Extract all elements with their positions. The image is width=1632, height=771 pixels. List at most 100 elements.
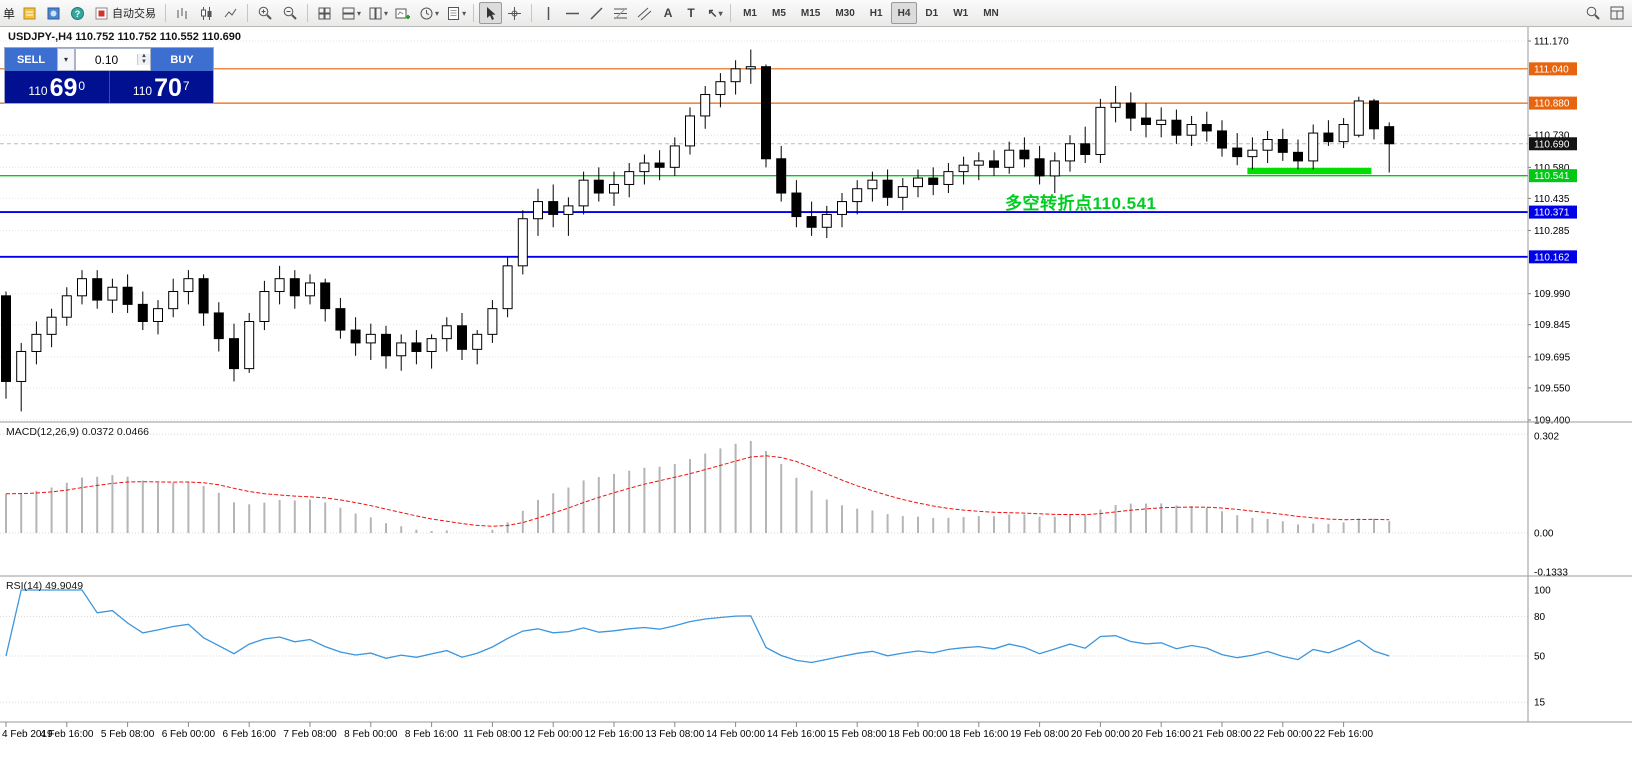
rsi-panel[interactable]: 100 80 50 15 [0, 586, 1551, 709]
lot-spinner[interactable]: ▲ ▼ [137, 53, 150, 65]
timeframe-m15-button[interactable]: M15 [800, 7, 821, 19]
bid-pips: 69 [49, 74, 78, 102]
svg-text:21 Feb 08:00: 21 Feb 08:00 [1193, 729, 1252, 740]
ask-point: 7 [182, 79, 190, 93]
ask-price[interactable]: 110 70 7 [110, 71, 214, 103]
templates-dropdown[interactable]: ▾ [442, 2, 468, 24]
svg-text:6 Feb 16:00: 6 Feb 16:00 [223, 729, 277, 740]
svg-text:0.302: 0.302 [1534, 432, 1559, 443]
timeframe-m1-button[interactable]: M1 [743, 7, 757, 19]
trendline-icon[interactable] [585, 2, 608, 24]
toolbar-separator [247, 4, 249, 22]
channel-icon[interactable] [633, 2, 656, 24]
timeframe-m30-button[interactable]: M30 [835, 7, 855, 19]
svg-text:5 Feb 08:00: 5 Feb 08:00 [101, 729, 155, 740]
svg-text:18 Feb 00:00: 18 Feb 00:00 [889, 729, 948, 740]
svg-text:13 Feb 08:00: 13 Feb 08:00 [645, 729, 704, 740]
macd-panel[interactable]: 0.302 0.00 -0.1333 [0, 432, 1568, 579]
support-highlight-bar[interactable] [1247, 167, 1372, 175]
crosshair-icon[interactable] [503, 2, 526, 24]
macd-label: MACD(12,26,9) 0.0372 0.0466 [6, 426, 150, 438]
new-chart-icon[interactable] [391, 2, 414, 24]
timeframe-mn-button[interactable]: MN [983, 7, 999, 19]
timeframe-h1-button[interactable]: H1 [869, 7, 883, 19]
timeframe-m5-button[interactable]: M5 [771, 7, 786, 19]
timeframe-w1-button[interactable]: W1 [953, 7, 969, 19]
svg-text:109.400: 109.400 [1534, 416, 1571, 427]
svg-text:8 Feb 00:00: 8 Feb 00:00 [344, 729, 398, 740]
svg-text:110.435: 110.435 [1534, 194, 1570, 205]
svg-text:15 Feb 08:00: 15 Feb 08:00 [828, 729, 887, 740]
search-icon[interactable] [1581, 2, 1605, 24]
panel-separators [0, 27, 1632, 723]
horizontal-line-icon[interactable] [561, 2, 584, 24]
rsi-label: RSI(14) 49.9049 [6, 580, 84, 592]
order-type-dropdown[interactable]: ▾ [57, 48, 75, 71]
layout-icon[interactable] [1605, 2, 1629, 24]
toolbar-separator [531, 4, 533, 22]
timeframe-h4-button[interactable]: H4 [890, 2, 918, 24]
one-click-trade-panel: SELL ▾ 0.10 ▲ ▼ BUY 110 69 0 110 70 7 [4, 47, 214, 104]
help-icon[interactable]: ? [66, 2, 89, 24]
fibonacci-icon[interactable] [609, 2, 632, 24]
arrange-vertical-icon[interactable]: ▾ [364, 2, 390, 24]
svg-text:111.170: 111.170 [1534, 37, 1569, 48]
svg-text:111.040: 111.040 [1534, 64, 1569, 75]
lot-size-input[interactable]: 0.10 ▲ ▼ [75, 48, 151, 71]
bid-price[interactable]: 110 69 0 [5, 71, 110, 103]
text-tool-icon[interactable]: A [663, 6, 673, 20]
svg-text:50: 50 [1534, 652, 1546, 663]
timeframe-d1-button[interactable]: D1 [925, 7, 939, 19]
pivot-annotation: 多空转折点110.541 [1005, 194, 1157, 213]
svg-text:110.285: 110.285 [1534, 226, 1570, 237]
toolbar-separator [165, 4, 167, 22]
rsi-line [5, 589, 1390, 664]
svg-text:80: 80 [1534, 612, 1546, 623]
svg-text:0.00: 0.00 [1534, 529, 1554, 540]
zoom-in-icon[interactable] [253, 2, 277, 24]
bid-big-figure: 110 [28, 84, 48, 98]
svg-text:18 Feb 16:00: 18 Feb 16:00 [949, 729, 1008, 740]
svg-text:109.990: 109.990 [1534, 289, 1571, 300]
svg-text:109.695: 109.695 [1534, 352, 1571, 363]
cursor-icon[interactable] [479, 2, 503, 24]
svg-text:100: 100 [1534, 586, 1551, 597]
svg-text:6 Feb 00:00: 6 Feb 00:00 [162, 729, 216, 740]
new-order-icon[interactable] [18, 2, 41, 24]
buy-button[interactable]: BUY [151, 48, 213, 71]
top-toolbar: 单 ? 自动交易 [0, 0, 1632, 27]
svg-text:19 Feb 08:00: 19 Feb 08:00 [1010, 729, 1069, 740]
candles[interactable] [1, 49, 1395, 412]
market-watch-icon[interactable] [42, 2, 65, 24]
bid-point: 0 [78, 79, 86, 93]
sell-button[interactable]: SELL [5, 48, 57, 71]
svg-text:4 Feb 2019: 4 Feb 2019 [2, 729, 53, 740]
svg-text:109.845: 109.845 [1534, 320, 1571, 331]
svg-text:7 Feb 08:00: 7 Feb 08:00 [283, 729, 337, 740]
svg-text:8 Feb 16:00: 8 Feb 16:00 [405, 729, 459, 740]
svg-text:110.580: 110.580 [1534, 163, 1570, 174]
svg-text:15: 15 [1534, 698, 1546, 709]
zoom-out-icon[interactable] [278, 2, 302, 24]
candlestick-chart-icon[interactable] [195, 2, 218, 24]
arrange-horizontal-icon[interactable]: ▾ [337, 2, 363, 24]
trade-panel-prices: 110 69 0 110 70 7 [5, 71, 213, 103]
tile-windows-icon[interactable] [313, 2, 336, 24]
svg-text:110.690: 110.690 [1534, 139, 1570, 150]
toolbar-separator [730, 4, 732, 22]
vertical-line-icon[interactable] [537, 2, 560, 24]
periods-dropdown[interactable]: ▾ [415, 2, 441, 24]
lot-value: 0.10 [94, 52, 119, 67]
price-scale-badges: 111.040 110.880 110.690 110.541 110.371 110.1… [1529, 62, 1577, 264]
order-button[interactable]: 单 [3, 6, 16, 21]
line-chart-icon[interactable] [219, 2, 242, 24]
autotrade-button[interactable]: 自动交易 [90, 2, 160, 24]
label-tool-icon[interactable]: T [687, 6, 695, 20]
bar-chart-icon[interactable] [171, 2, 194, 24]
svg-text:12 Feb 16:00: 12 Feb 16:00 [585, 729, 644, 740]
arrows-dropdown[interactable]: ↖ ▾ [707, 6, 723, 20]
svg-text:110.730: 110.730 [1534, 131, 1570, 142]
